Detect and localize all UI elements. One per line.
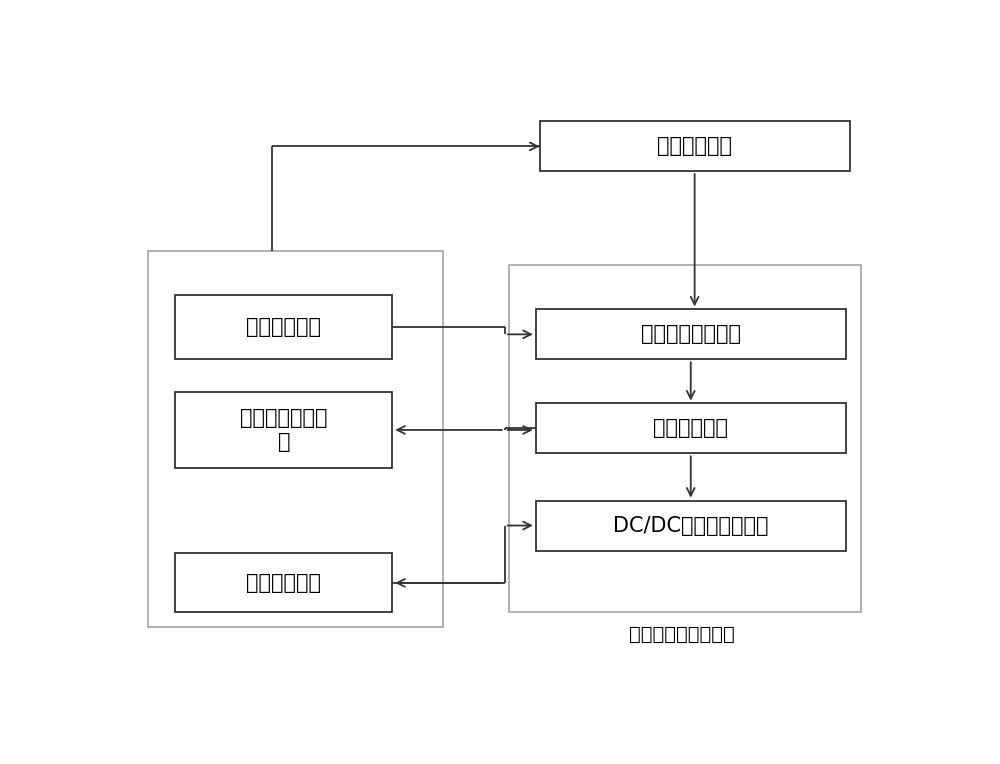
- Bar: [175, 553, 392, 612]
- Text: 燃料电池储能模
块: 燃料电池储能模 块: [240, 408, 328, 452]
- Bar: [148, 251, 443, 627]
- Text: 功率选择模块: 功率选择模块: [653, 419, 728, 439]
- Text: 电解铝电解槽: 电解铝电解槽: [657, 136, 732, 156]
- Bar: [175, 295, 392, 359]
- Bar: [175, 392, 392, 468]
- Text: 时空异构耦合控制器: 时空异构耦合控制器: [629, 625, 734, 643]
- Text: 光伏发电模块: 光伏发电模块: [246, 317, 321, 337]
- Bar: [509, 265, 861, 612]
- Bar: [536, 309, 846, 359]
- Bar: [540, 121, 850, 171]
- Bar: [536, 500, 846, 551]
- Text: 电网供电模块: 电网供电模块: [246, 573, 321, 593]
- Text: DC/DC变换器控制模块: DC/DC变换器控制模块: [613, 516, 768, 536]
- Bar: [536, 403, 846, 454]
- Text: 最大功率跟踪模块: 最大功率跟踪模块: [641, 325, 741, 345]
